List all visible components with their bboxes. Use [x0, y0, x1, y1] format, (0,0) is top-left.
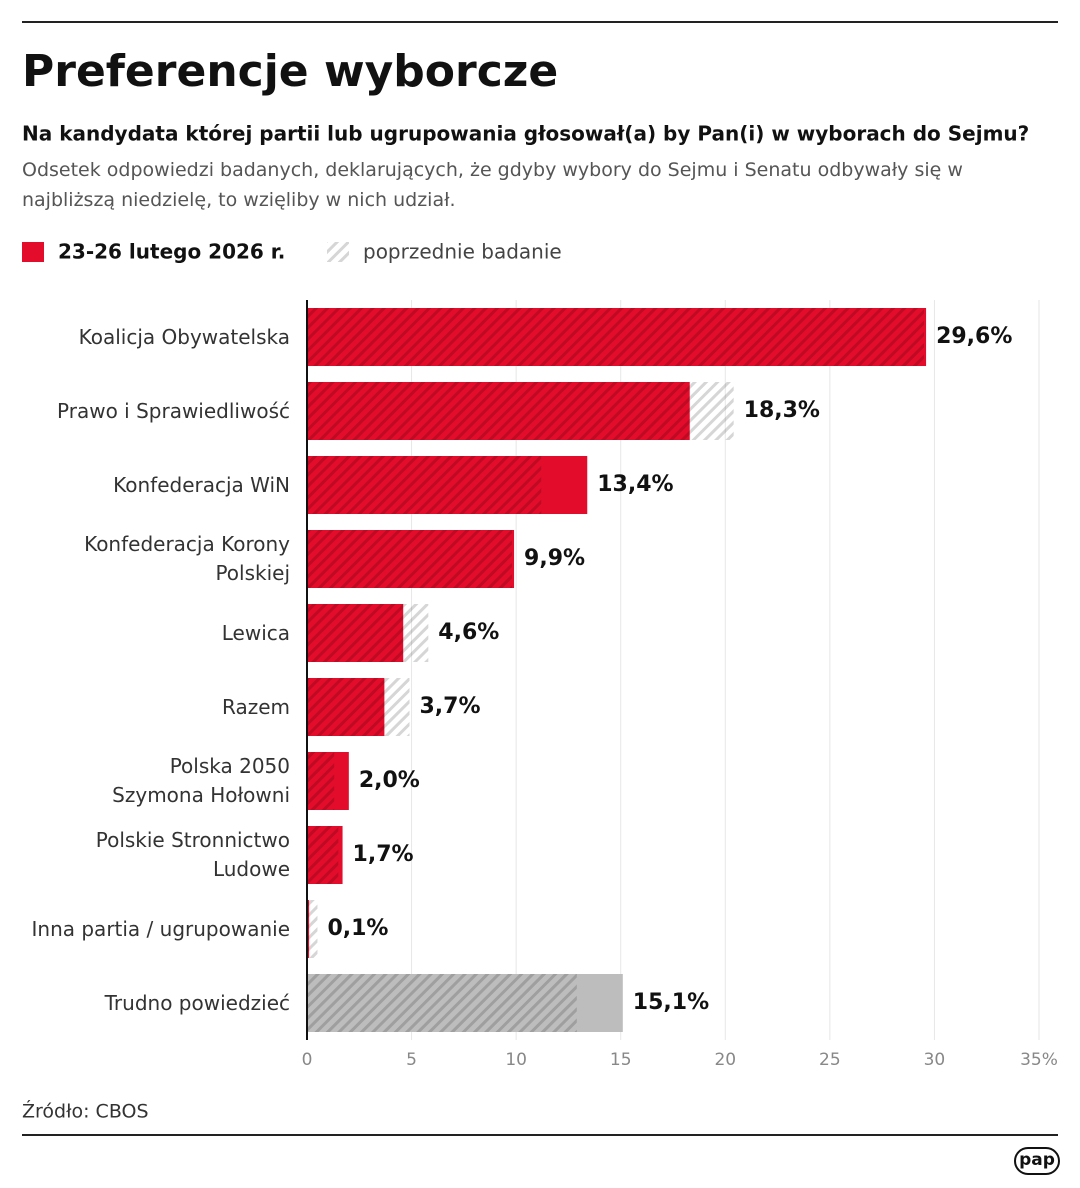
x-tick-label: 20: [714, 1050, 736, 1070]
previous-bar: [307, 974, 577, 1032]
value-label: 0,1%: [327, 916, 388, 941]
x-tick-label: 35%: [1020, 1050, 1058, 1070]
source: Źródło: CBOS: [22, 1100, 149, 1123]
previous-bar: [307, 752, 335, 810]
legend-label: poprzednie badanie: [363, 240, 562, 264]
y-tick-label: Lewica: [221, 620, 290, 645]
x-tick-label: 25: [819, 1050, 841, 1070]
previous-bar: [307, 678, 410, 736]
chart-subtitle: Na kandydata której partii lub ugrupowan…: [22, 122, 1029, 146]
previous-bar: [307, 308, 924, 366]
previous-bar: [307, 382, 734, 440]
y-tick-label: Koalicja Obywatelska: [78, 324, 290, 349]
description: Odsetek odpowiedzi badanych, deklarujący…: [22, 159, 963, 211]
y-tick-label: Prawo i Sprawiedliwość: [57, 398, 290, 423]
logo: pap: [1019, 1150, 1055, 1170]
legend-swatch: [327, 242, 349, 262]
value-label: 3,7%: [419, 694, 480, 719]
previous-bar: [307, 530, 512, 588]
x-tick-label: 15: [610, 1050, 632, 1070]
logo-frame: [1014, 1147, 1060, 1175]
y-tick-label: Trudno powiedzieć: [104, 990, 290, 1015]
value-label: 2,0%: [359, 768, 420, 793]
y-tick-label: Konfederacja WiN: [113, 472, 290, 497]
y-tick-label: Polska 2050 Szymona Hołowni: [112, 754, 290, 807]
x-tick-label: 5: [406, 1050, 417, 1070]
previous-bar: [307, 900, 318, 958]
value-label: 15,1%: [633, 990, 709, 1015]
value-label: 1,7%: [353, 842, 414, 867]
value-label: 18,3%: [744, 398, 820, 423]
y-tick-label: Polskie Stronnictwo Ludowe: [95, 828, 290, 881]
value-label: 9,9%: [524, 546, 585, 571]
y-tick-label: Razem: [222, 694, 290, 719]
chart-title: Preferencje wyborcze: [22, 46, 558, 97]
previous-bar: [307, 826, 339, 884]
previous-bar: [307, 604, 429, 662]
value-label: 29,6%: [936, 324, 1012, 349]
y-tick-label: Inna partia / ugrupowanie: [31, 916, 291, 941]
previous-bar: [307, 456, 542, 514]
x-tick-label: 10: [505, 1050, 527, 1070]
y-tick-label: Konfederacja Korony Polskiej: [84, 532, 290, 585]
legend-label: 23-26 lutego 2026 r.: [58, 240, 285, 264]
legend-swatch: [22, 242, 44, 262]
value-label: 4,6%: [438, 620, 499, 645]
x-tick-label: 30: [924, 1050, 946, 1070]
value-label: 13,4%: [597, 472, 673, 497]
x-tick-label: 0: [302, 1050, 313, 1070]
